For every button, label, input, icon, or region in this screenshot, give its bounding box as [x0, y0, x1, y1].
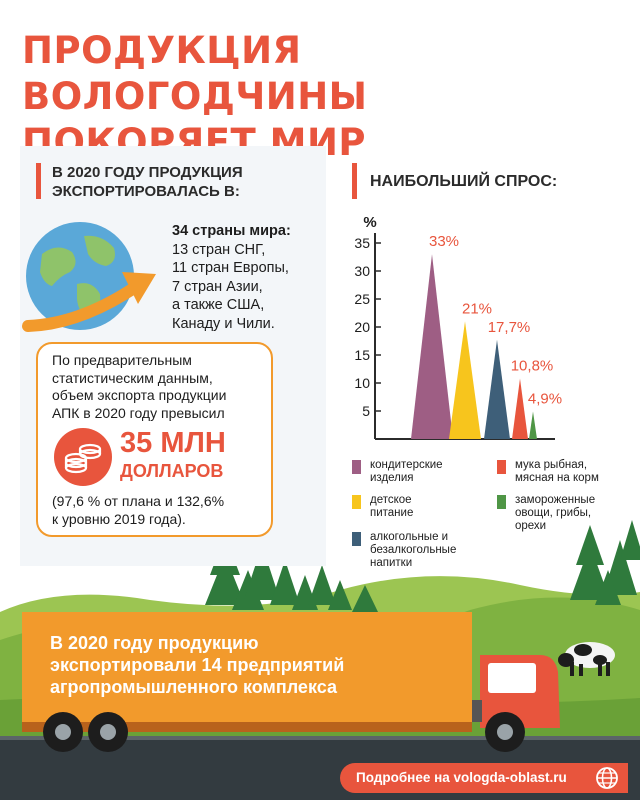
truck-banner-line: экспортировали 14 предприятий — [50, 655, 345, 675]
legend-swatch — [352, 532, 361, 546]
stats-intro-line: статистическим данным, — [52, 369, 213, 386]
y-tick-label: 5 — [362, 403, 370, 419]
countries-line: 13 стран СНГ, — [172, 241, 266, 258]
cab-window — [488, 663, 536, 693]
truck-wheels — [43, 712, 525, 752]
countries-line: а также США, — [172, 297, 265, 313]
chart-bar — [484, 339, 510, 439]
stats-intro-line: объем экспорта продукции — [52, 387, 227, 403]
legend-label: кондитерские изделия — [370, 459, 443, 484]
y-tick-label: 35 — [354, 235, 370, 251]
legend-label: мука рыбная, мясная на корм — [515, 459, 599, 484]
y-tick-label: 25 — [354, 291, 370, 307]
export-heading-line-2: ЭКСПОРТИРОВАЛАСЬ В: — [52, 183, 240, 200]
stats-intro-line: АПК в 2020 году превысил — [52, 404, 225, 421]
chart-bar — [411, 254, 453, 439]
chart-bar — [512, 378, 528, 439]
data-label: 4,9% — [528, 391, 562, 408]
legend-swatch — [352, 495, 361, 509]
demand-heading-marker — [352, 163, 357, 199]
truck-trailer — [22, 612, 472, 724]
stats-note-line: к уровню 2019 года). — [52, 510, 186, 527]
export-heading: В 2020 ГОДУ ПРОДУКЦИЯ ЭКСПОРТИРОВАЛАСЬ В… — [52, 163, 312, 201]
globe-icon — [594, 765, 620, 791]
y-tick-label: 15 — [354, 347, 370, 363]
countries-line: 7 стран Азии, — [172, 278, 263, 295]
countries-list: 34 страны мира: 13 стран СНГ, 11 стран Е… — [172, 222, 332, 333]
data-label: 10,8% — [511, 358, 554, 375]
demand-chart: % 5 10 15 20 25 30 35 33% 21% 17,7% 10,8% 4,9% — [354, 214, 562, 440]
cab-connector — [472, 700, 482, 722]
chart-bar — [449, 321, 481, 439]
truck-banner-line: В 2020 году продукцию — [50, 633, 259, 653]
export-unit: ДОЛЛАРОВ — [120, 461, 224, 481]
demand-heading: НАИБОЛЬШИЙ СПРОС: — [370, 173, 558, 190]
legend-label: детское питание — [370, 494, 414, 519]
y-axis-label: % — [363, 214, 376, 231]
legend-label: алкогольные и безалкогольные напитки — [370, 531, 457, 569]
stats-intro-line: По предварительным — [52, 352, 192, 368]
footer-link-text[interactable]: Подробнее на vologda-oblast.ru — [356, 770, 567, 785]
legend-swatch — [497, 460, 506, 474]
tree-icon — [205, 520, 640, 612]
legend-label: замороженные овощи, грибы, орехи — [515, 494, 596, 532]
y-tick-label: 20 — [354, 319, 370, 335]
y-tick-label: 30 — [354, 263, 370, 279]
data-label: 17,7% — [488, 319, 531, 336]
data-label: 21% — [462, 300, 492, 317]
stats-note: (97,6 % от плана и 132,6% к уровню 2019 … — [52, 493, 277, 528]
countries-total: 34 страны мира: — [172, 223, 291, 239]
coins-icon — [54, 428, 112, 486]
legend-swatch — [352, 460, 361, 474]
export-arrow — [22, 278, 146, 332]
title-line-1: ПРОДУКЦИЯ ВОЛОГОДЧИНЫ — [22, 29, 368, 118]
globe-icon — [22, 222, 156, 332]
truck-banner: В 2020 году продукцию экспортировали 14 … — [50, 632, 430, 698]
data-label: 33% — [429, 233, 459, 250]
export-value: 35 МЛН — [120, 427, 226, 459]
export-heading-line-1: В 2020 ГОДУ ПРОДУКЦИЯ — [52, 164, 243, 181]
legend-swatch — [497, 495, 506, 509]
countries-line: Канаду и Чили. — [172, 315, 275, 332]
countries-line: 11 стран Европы, — [172, 260, 289, 276]
chart-bar — [529, 411, 537, 439]
footer-link[interactable] — [340, 763, 628, 793]
stats-intro: По предварительным статистическим данным… — [52, 352, 267, 422]
cow-icon — [558, 642, 615, 676]
road-line — [0, 736, 640, 740]
stats-note-line: (97,6 % от плана и 132,6% — [52, 493, 225, 509]
export-heading-marker — [36, 163, 41, 199]
forest — [205, 520, 640, 612]
truck-banner-line: агропромышленного комплекса — [50, 677, 337, 697]
y-tick-label: 10 — [354, 375, 370, 391]
trailer-underside — [22, 722, 472, 732]
